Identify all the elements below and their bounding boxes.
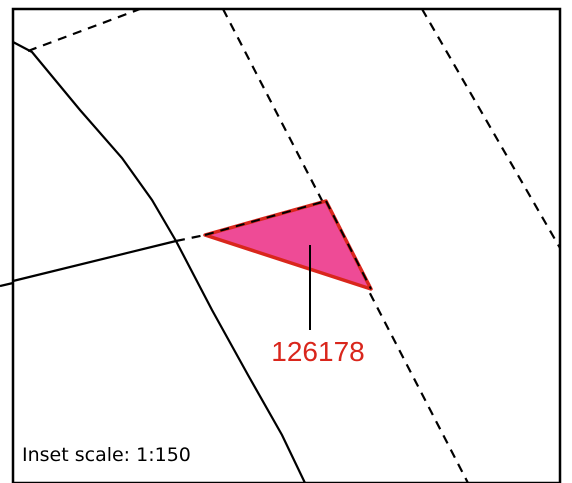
dashed-boundary-right [421,8,561,249]
inset-scale-label: Inset scale: 1:150 [22,444,191,466]
parcel-id-label: 126178 [271,336,364,367]
dashed-boundary-top-left [27,7,141,53]
parcel-dashed-edge [204,200,327,236]
dashed-boundaries [27,7,561,483]
dashed-boundary-middle [222,8,469,483]
parcel-dashed-edge-right [325,200,372,290]
map-frame [11,7,562,483]
outside-frame-tick [0,281,14,288]
lot-boundary-horizontal [12,239,177,283]
road-boundary-curve [12,41,306,483]
dashed-boundary-left-ext [175,233,206,243]
solid-boundaries [0,41,306,483]
